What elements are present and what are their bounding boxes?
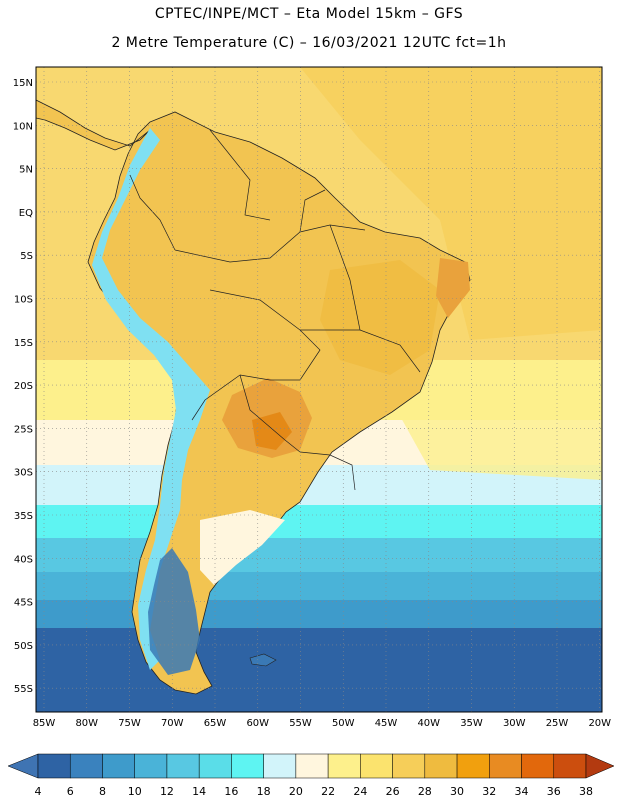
colorbar-tick-label: 26 [386, 785, 400, 798]
longitude-label: 50W [332, 718, 355, 729]
longitude-label: 70W [161, 718, 184, 729]
colorbar-swatch [37, 753, 71, 779]
longitude-label: 85W [33, 718, 56, 729]
colorbar-swatch [166, 753, 200, 779]
chart-title-line-1: CPTEC/INPE/MCT – Eta Model 15km – GFS [154, 6, 464, 22]
ocean-band-8 [36, 628, 602, 712]
latitude-label: 15N [13, 78, 33, 89]
colorbar-swatch [360, 753, 393, 779]
colorbar-swatch [231, 753, 264, 779]
latitude-label: 20S [14, 381, 33, 392]
ocean-cooler-southeast [380, 360, 602, 480]
map-frame [35, 66, 603, 713]
colorbar-swatch [295, 753, 329, 779]
latitude-label: EQ [19, 208, 33, 219]
cool-region-patagonia [200, 510, 285, 585]
colorbar-swatch [69, 753, 103, 779]
longitude-labels: 85W 80W 75W 70W 65W 60W 55W 50W 45W 40W 35W 30W 25W 2… [33, 718, 611, 729]
latitude-label: 30S [14, 468, 33, 479]
colorbar-swatch [553, 753, 587, 779]
central-america-land [36, 99, 151, 151]
hot-region-northeast-coast [436, 258, 470, 318]
longitude-label: 35W [460, 718, 483, 729]
ocean-band-16 [36, 505, 602, 540]
colorbar-tick-label: 18 [257, 785, 271, 798]
latitude-label: 10N [13, 121, 33, 132]
ocean-band-12 [36, 572, 602, 602]
longitude-label: 45W [375, 718, 398, 729]
colorbar-end-low [7, 753, 39, 779]
colorbar-tick-label: 36 [547, 785, 561, 798]
longitude-label: 60W [246, 718, 269, 729]
ocean-band-14 [36, 538, 602, 573]
colorbar-swatch [456, 753, 490, 779]
colorbar-tick-label: 20 [289, 785, 303, 798]
colorbar-tick-label: 34 [515, 785, 529, 798]
latitude-label: 55S [14, 684, 33, 695]
colorbar-swatch [102, 753, 135, 779]
colorbar-tick-label: 28 [418, 785, 432, 798]
colorbar [7, 753, 615, 779]
colorbar-tick-label: 12 [160, 785, 174, 798]
latitude-label: 5S [20, 251, 33, 262]
longitude-label: 65W [204, 718, 227, 729]
colorbar-tick-label: 10 [128, 785, 142, 798]
latitude-label: 35S [14, 511, 33, 522]
colorbar-tick-label: 38 [579, 785, 593, 798]
longitude-label: 75W [118, 718, 141, 729]
warm-region-central-brazil [320, 260, 440, 375]
latitude-label: 45S [14, 598, 33, 609]
colorbar-swatch [489, 753, 522, 779]
latitude-label: 5N [19, 165, 33, 176]
longitude-label: 25W [546, 718, 569, 729]
latitude-label: 10S [14, 295, 33, 306]
latitude-label: 15S [14, 338, 33, 349]
colorbar-tick-label: 14 [192, 785, 206, 798]
latitude-label: 40S [14, 554, 33, 565]
longitude-label: 55W [289, 718, 312, 729]
map-area [36, 67, 602, 712]
country-borders [129, 129, 421, 491]
colorbar-swatch [327, 753, 361, 779]
longitude-label: 30W [503, 718, 526, 729]
colorbar-tick-label: 16 [224, 785, 238, 798]
falkland-islands [249, 653, 277, 667]
colorbar-swatch [198, 753, 232, 779]
colorbar-tick-label: 22 [321, 785, 335, 798]
colorbar-tick-label: 6 [67, 785, 74, 798]
hot-region-core [252, 412, 292, 450]
colorbar-swatch [134, 753, 168, 779]
colorbar-swatch [521, 753, 555, 779]
colorbar-tick-label: 32 [482, 785, 496, 798]
colorbar-swatch [263, 753, 297, 779]
longitude-label: 20W [588, 718, 611, 729]
colorbar-tick-label: 24 [353, 785, 367, 798]
ocean-warm-north [300, 67, 602, 340]
andes-coldest-strip [148, 548, 200, 675]
ocean-band-10 [36, 600, 602, 630]
longitude-label: 80W [75, 718, 98, 729]
colorbar-swatch [392, 753, 426, 779]
latitude-labels: 15N 10N 5N EQ 5S 10S 15S 20S 25S 30S 35S 40S 45S 50S 5… [13, 78, 33, 695]
andes-cold-strip [92, 128, 210, 670]
colorbar-swatch [424, 753, 458, 779]
chart-title-line-2: 2 Metre Temperature (C) – 16/03/2021 12U… [111, 35, 507, 51]
longitude-label: 40W [417, 718, 440, 729]
colorbar-tick-label: 8 [99, 785, 106, 798]
latitude-label: 50S [14, 641, 33, 652]
colorbar-labels: 4 6 8 10 12 14 16 18 20 22 24 26 28 30 32 34 36 38 [35, 785, 594, 798]
latitude-label: 25S [14, 424, 33, 435]
colorbar-end-high [585, 753, 615, 779]
colorbar-tick-label: 4 [35, 785, 42, 798]
colorbar-tick-label: 30 [450, 785, 464, 798]
